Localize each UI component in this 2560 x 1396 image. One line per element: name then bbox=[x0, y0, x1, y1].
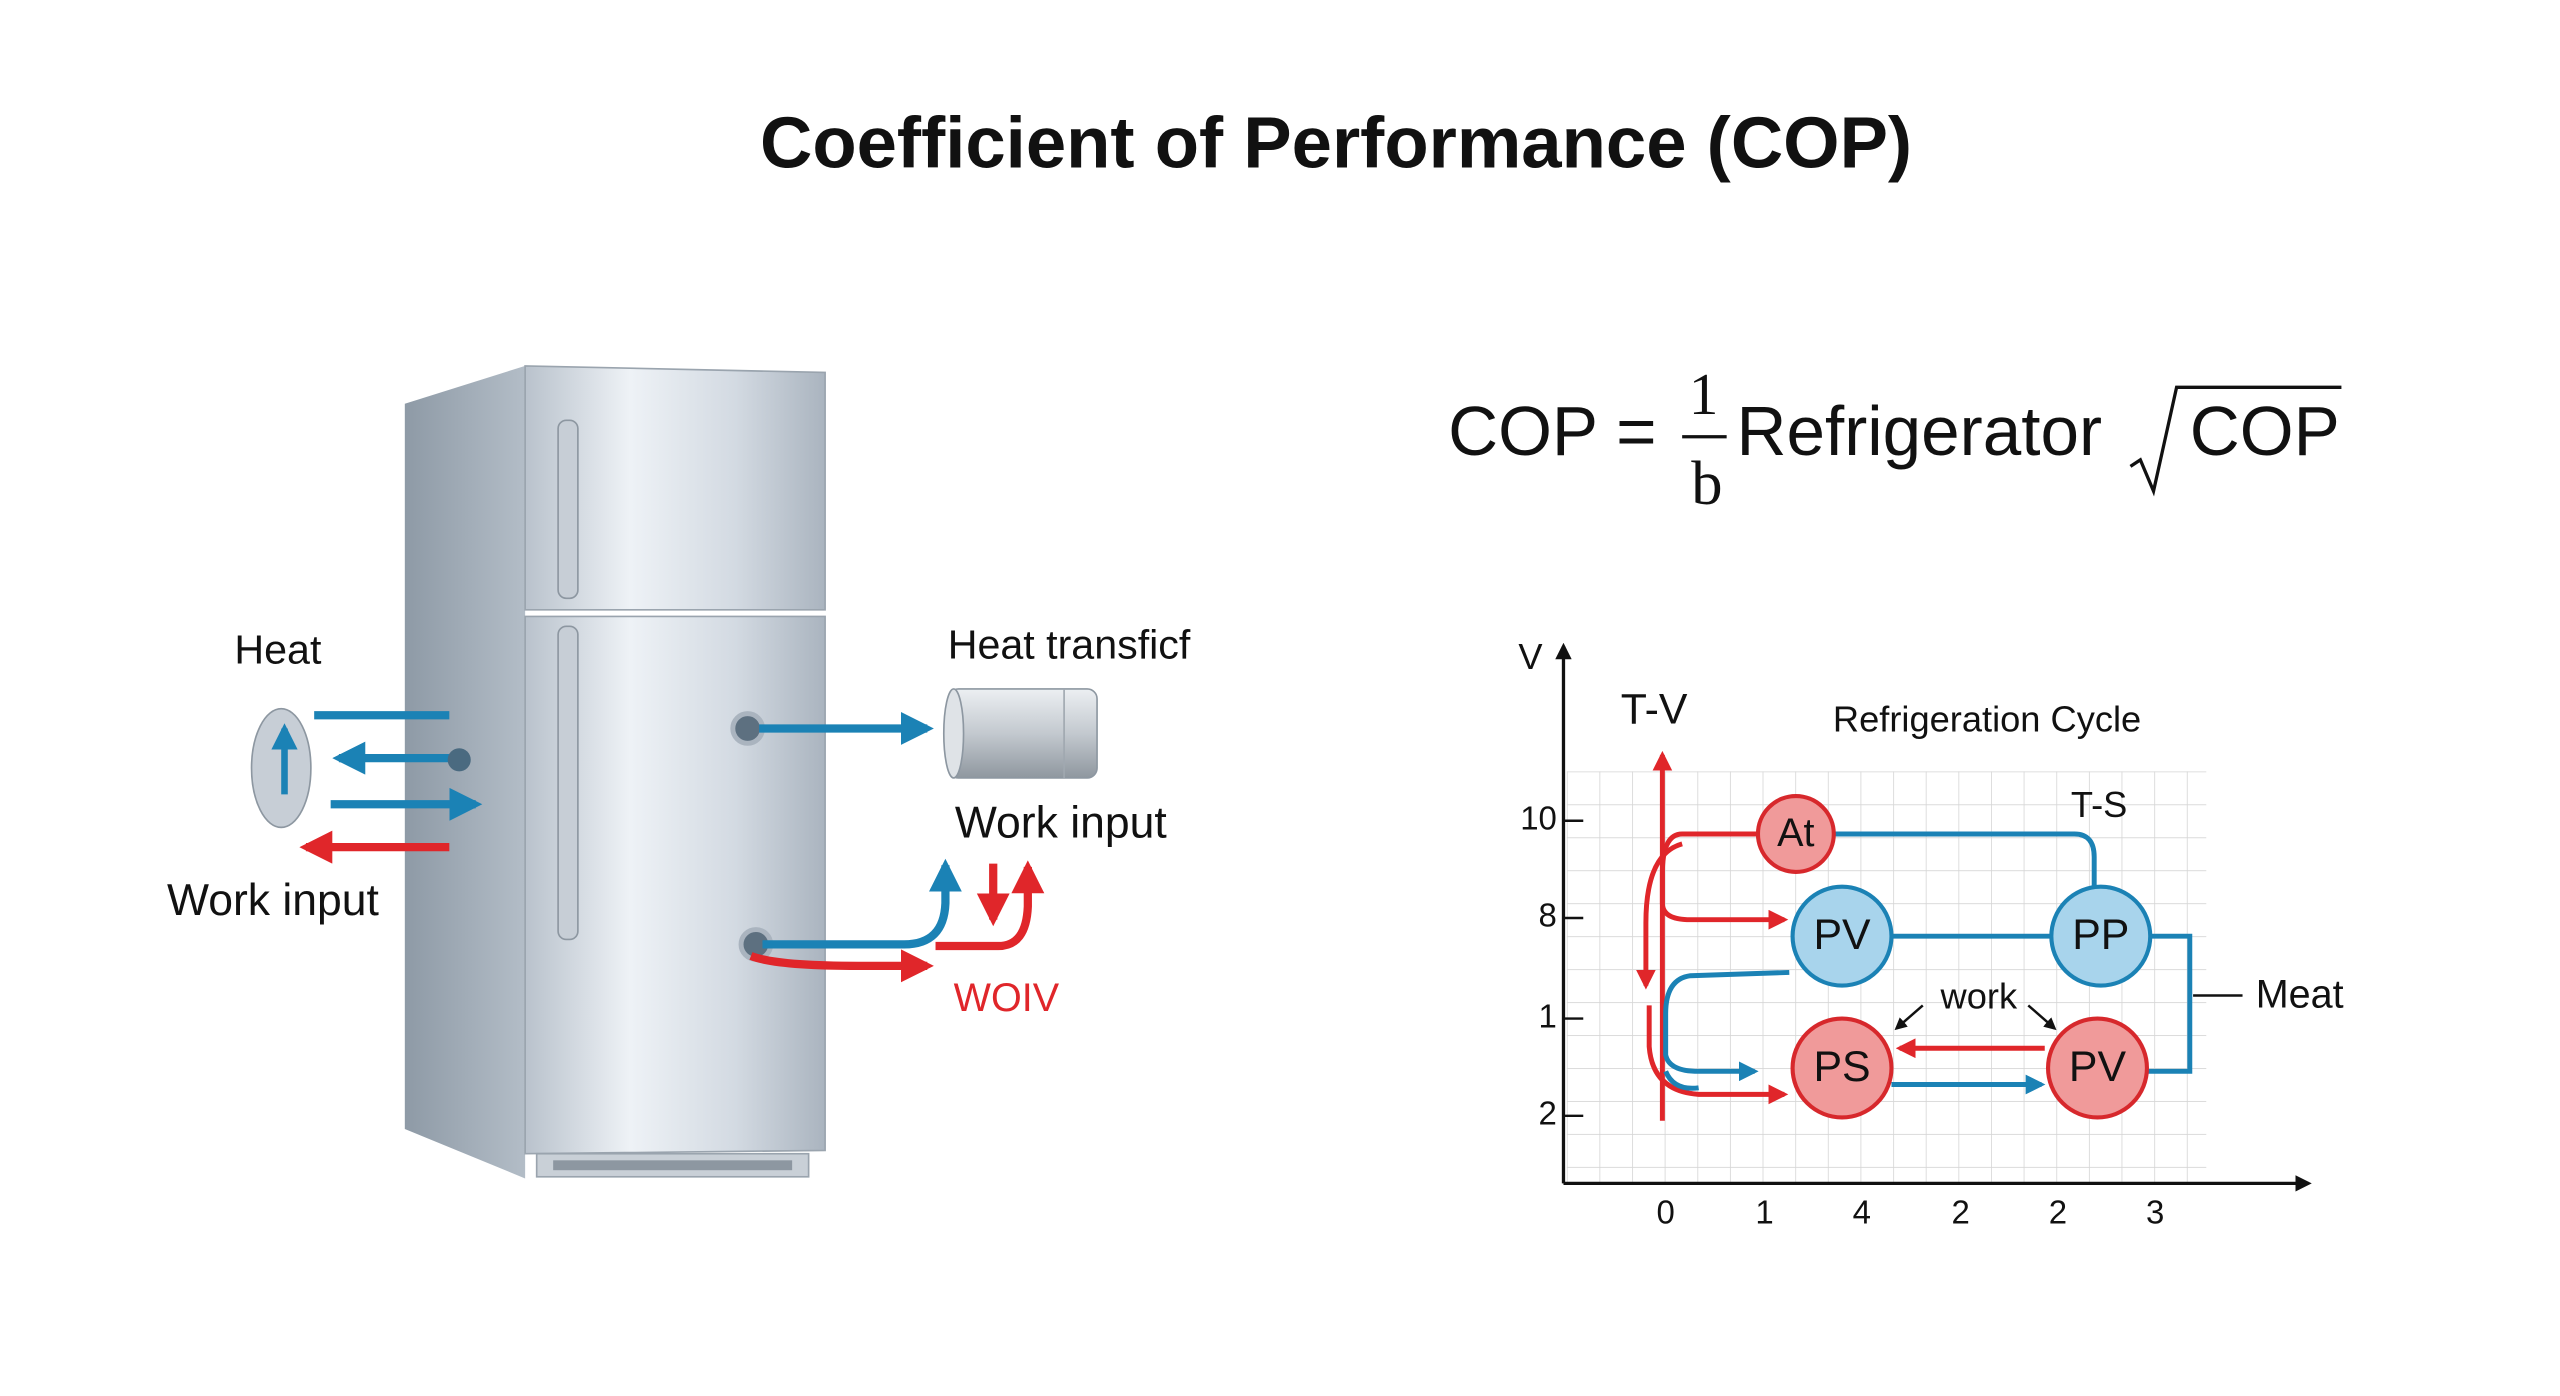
x-tick-label: 1 bbox=[1755, 1193, 1773, 1230]
x-tick-label: 3 bbox=[2146, 1193, 2164, 1230]
node-label: PV bbox=[2069, 1043, 2127, 1091]
label: Work input bbox=[167, 876, 380, 925]
x-tick-label: 4 bbox=[1853, 1193, 1871, 1230]
x-tick-label: 2 bbox=[1952, 1193, 1970, 1230]
label: Heat transficf bbox=[948, 622, 1191, 668]
label: Meat bbox=[2256, 973, 2344, 1017]
numerator: 1 bbox=[1689, 361, 1719, 427]
heat-arrows bbox=[250, 707, 483, 864]
node-label: At bbox=[1777, 811, 1814, 855]
node-label: PP bbox=[2072, 911, 2129, 959]
node-label: PS bbox=[1813, 1043, 1870, 1091]
x-tick-label: 0 bbox=[1657, 1193, 1675, 1230]
formula-word: Refrigerator bbox=[1737, 392, 2102, 470]
label: work bbox=[1940, 975, 2018, 1016]
node bbox=[2045, 1016, 2149, 1120]
work-arrows bbox=[730, 688, 1098, 983]
y-tick-label: 10 bbox=[1520, 799, 1557, 836]
formula-lhs: COP = bbox=[1448, 392, 1656, 470]
refrigerator bbox=[404, 365, 826, 1179]
label: T-V bbox=[1621, 685, 1688, 733]
radicand: COP bbox=[2190, 392, 2340, 470]
graph-title: Refrigeration Cycle bbox=[1833, 698, 2141, 739]
y-tick-label: 2 bbox=[1539, 1095, 1557, 1132]
node bbox=[2049, 884, 2153, 988]
y-tick-label: 1 bbox=[1539, 997, 1557, 1034]
node-label: PV bbox=[1813, 911, 1871, 959]
node bbox=[1790, 884, 1894, 988]
node bbox=[1790, 1016, 1894, 1120]
graph-items: 10 8 1 2 0 1 4 2 2 3 At PV PP PS PV bbox=[1520, 794, 2164, 1230]
formula: COP = 1 b Refrigerator COP bbox=[1448, 361, 2342, 518]
label: Work input bbox=[955, 798, 1168, 847]
label: T-S bbox=[2071, 784, 2127, 825]
x-tick-label: 2 bbox=[2049, 1193, 2067, 1230]
title: Coefficient of Performance (COP) bbox=[760, 102, 1912, 183]
denominator: b bbox=[1691, 448, 1722, 518]
y-tick-label: 8 bbox=[1539, 897, 1557, 934]
node bbox=[1755, 794, 1836, 874]
label: WOIV bbox=[954, 976, 1060, 1020]
label: Heat bbox=[234, 627, 322, 673]
axis-label: V bbox=[1518, 636, 1543, 677]
